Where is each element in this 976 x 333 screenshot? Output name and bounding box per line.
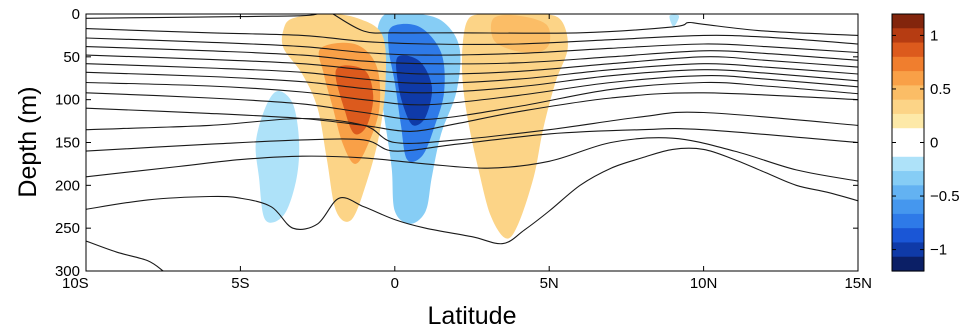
contour-5: [86, 46, 858, 65]
colorbar-swatch: [892, 71, 924, 86]
x-tick-label: 5S: [231, 275, 249, 292]
colorbar-swatch: [892, 199, 924, 215]
colorbar-swatch: [892, 256, 924, 272]
contour-3: [86, 28, 858, 45]
colorbar-tick-label: 1: [930, 27, 938, 44]
axes: 10S 5S 0 5N 10N 15N 0 50 100 150 200 250 300: [55, 6, 872, 292]
colorbar-tick-label: −0.5: [930, 188, 960, 205]
colorbar-swatch: [892, 213, 924, 229]
y-tick-label: 200: [55, 177, 80, 194]
contour-layer: [86, 14, 858, 271]
x-tick-label: 15N: [844, 275, 872, 292]
contour-9: [86, 75, 858, 106]
blob-north-cool-speck: [669, 14, 680, 27]
colorbar-swatch: [892, 28, 924, 44]
contour-7: [86, 63, 858, 84]
colorbar-swatch: [892, 14, 924, 29]
contour-14: [86, 137, 858, 182]
x-tick-label: 10N: [690, 275, 718, 292]
colorbar-swatch: [892, 185, 924, 201]
colorbar-swatch: [892, 142, 924, 158]
colorbar-tick-label: 0.5: [930, 81, 951, 98]
contour-4: [86, 37, 858, 56]
contour-8: [86, 69, 858, 94]
x-axis-title: Latitude: [428, 302, 517, 330]
y-axis-title: Depth (m): [14, 86, 42, 197]
colorbar: 1 0.5 0 −0.5 −1: [891, 13, 960, 272]
y-tick-label: 300: [55, 263, 80, 280]
colorbar-swatch: [892, 56, 924, 72]
colorbar-tick-label: 0: [930, 135, 938, 152]
y-tick-label: 250: [55, 220, 80, 237]
blob-south-warm-core: [335, 65, 374, 135]
contour-13: [86, 127, 858, 152]
contour-16: [86, 240, 164, 271]
colorbar-swatch: [892, 242, 924, 258]
contour-15: [86, 147, 858, 245]
colorbar-swatch: [892, 128, 924, 144]
colorbar-tick-label: −1: [930, 242, 947, 259]
x-tick-label: 5N: [540, 275, 559, 292]
contour-10: [86, 81, 858, 121]
x-tick-label: 10S: [62, 275, 89, 292]
contour-12: [86, 111, 858, 144]
colorbar-swatch: [892, 85, 924, 101]
y-tick-label: 50: [63, 49, 80, 66]
y-tick-label: 0: [72, 6, 80, 23]
contour-11: [86, 92, 858, 132]
colorbar-swatch: [892, 42, 924, 58]
contour-6: [86, 54, 858, 75]
colorbar-swatch: [892, 228, 924, 244]
x-tick-label: 0: [391, 275, 399, 292]
contour-2: [332, 14, 858, 36]
contour-1: [86, 14, 318, 19]
colorbar-swatch: [892, 156, 924, 172]
colorbar-swatch: [892, 113, 924, 129]
y-tick-label: 150: [55, 135, 80, 152]
colorbar-swatch: [892, 99, 924, 115]
colorbar-swatch: [892, 171, 924, 186]
y-tick-label: 100: [55, 92, 80, 109]
